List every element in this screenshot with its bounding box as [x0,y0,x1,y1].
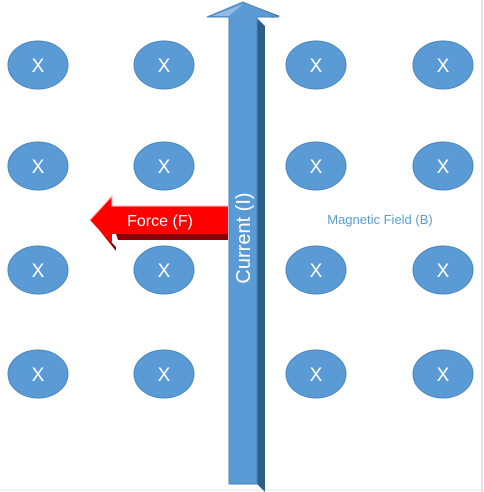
field-dot-circle [412,245,474,295]
field-dot-symbol: X [158,157,171,178]
field-dot: X [412,349,474,399]
current-arrow-side [257,18,265,492]
force-arrow-highlight [89,194,228,221]
field-dot: X [412,245,474,295]
field-dot-circle [285,245,347,295]
field-dot-symbol: X [32,157,45,178]
field-dot-symbol: X [310,56,323,77]
magnetic-field-grid: X X X X X X X X X X X X X X X X [7,40,474,399]
field-dot-symbol: X [437,56,450,77]
field-dot-circle [7,40,69,90]
field-dot: X [285,40,347,90]
field-dot-symbol: X [32,56,45,77]
field-dot-symbol: X [310,261,323,282]
field-dot-circle [7,349,69,399]
current-arrow-head [206,1,280,485]
force-arrow-body [90,196,228,244]
field-dot: X [7,349,69,399]
field-dot: X [412,141,474,191]
field-dot-symbol: X [32,365,45,386]
force-arrow-side [116,234,228,240]
field-dot-circle [285,349,347,399]
field-dot-circle [133,245,195,295]
field-dot: X [133,349,195,399]
field-dot-circle [412,40,474,90]
field-dot: X [7,141,69,191]
field-dot-circle [133,141,195,191]
field-dot-symbol: X [437,365,450,386]
field-dot: X [7,40,69,90]
field-dot-circle [285,40,347,90]
field-dot: X [7,245,69,295]
field-dot-circle [133,349,195,399]
field-dot-symbol: X [437,261,450,282]
force-label: Force (F) [127,213,193,230]
field-dot: X [285,245,347,295]
field-dot-circle [133,40,195,90]
force-arrow: Force (F) [89,194,228,251]
field-dot: X [285,141,347,191]
field-dot: X [133,40,195,90]
field-dot-symbol: X [437,157,450,178]
magnetic-field-label: Magnetic Field (B) [327,212,432,227]
current-arrow-highlight [212,4,243,16]
field-dot: X [412,40,474,90]
field-dot: X [133,245,195,295]
field-dot-symbol: X [310,157,323,178]
field-dot-circle [7,245,69,295]
field-dot-symbol: X [158,365,171,386]
field-dot: X [285,349,347,399]
field-dot-circle [7,141,69,191]
field-dot: X [133,141,195,191]
field-dot-symbol: X [32,261,45,282]
current-label: Current (I) [233,192,255,283]
field-dot-symbol: X [158,56,171,77]
current-arrow: Current (I) [206,1,280,492]
field-dot-circle [412,349,474,399]
field-dot-symbol: X [158,261,171,282]
field-dot-circle [412,141,474,191]
field-dot-symbol: X [310,365,323,386]
field-dot-circle [285,141,347,191]
